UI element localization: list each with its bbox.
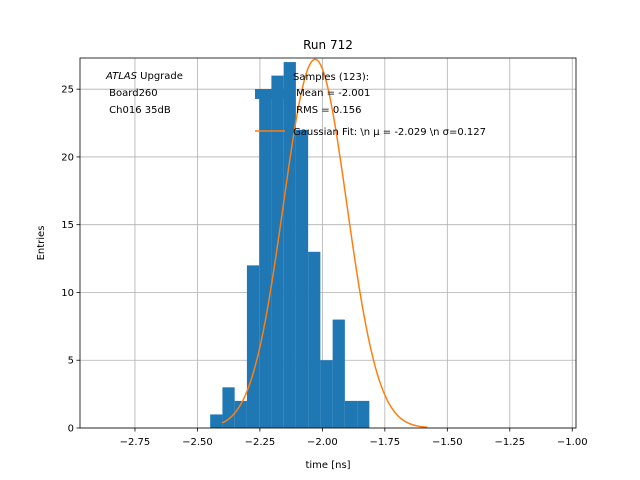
- chart-title: Run 712: [303, 38, 353, 52]
- legend: Samples (123): Mean = -2.001 RMS = 0.156…: [255, 72, 486, 138]
- y-tick-label: 0: [68, 424, 74, 435]
- annotation-channel: Ch016 35dB: [106, 105, 171, 116]
- x-axis-ticks: −2.75 −2.50 −2.25 −2.00 −1.75 −1.50 −1.25 −1.00: [120, 428, 588, 448]
- histogram-bar: [271, 75, 284, 428]
- histogram-bar: [246, 265, 260, 428]
- histogram-bar: [234, 400, 247, 428]
- gaussian-fit-line: [222, 58, 428, 429]
- histogram-bar: [308, 251, 321, 428]
- y-tick-label: 25: [61, 85, 74, 96]
- legend-histogram-line-3: RMS = 0.156: [293, 105, 361, 116]
- annotation-board: Board260: [106, 88, 158, 99]
- y-tick-label: 15: [61, 220, 74, 231]
- x-tick-label: −1.25: [494, 437, 525, 448]
- annotation-atlas: ATLAS: [105, 71, 138, 82]
- histogram-bar: [320, 360, 333, 428]
- legend-histogram-line-2: Mean = -2.001: [293, 88, 370, 99]
- x-axis-label: time [ns]: [305, 460, 350, 471]
- x-tick-label: −2.25: [245, 437, 276, 448]
- x-tick-label: −1.00: [557, 437, 588, 448]
- histogram-bar: [283, 62, 296, 429]
- histogram-bar: [332, 319, 345, 428]
- histogram-bar: [357, 400, 370, 428]
- x-tick-label: −2.50: [182, 437, 213, 448]
- svg-text:ATLAS Upgrade: ATLAS Upgrade: [105, 71, 183, 82]
- x-tick-label: −2.75: [120, 437, 151, 448]
- y-axis-ticks: 0 5 10 15 20 25: [61, 85, 80, 435]
- plot-frame: [79, 57, 577, 429]
- histogram-bars: [210, 62, 370, 429]
- legend-histogram-swatch: [255, 89, 285, 99]
- histogram-bar: [222, 387, 235, 428]
- histogram-bar: [295, 129, 309, 429]
- histogram-bar: [259, 89, 272, 429]
- x-tick-label: −2.00: [307, 437, 338, 448]
- histogram-bar: [210, 414, 223, 428]
- legend-histogram-line-1: Samples (123):: [293, 72, 369, 83]
- legend-fit-label: Gaussian Fit: \n μ = -2.029 \n σ=0.127: [293, 127, 486, 138]
- x-tick-label: −1.75: [370, 437, 401, 448]
- y-tick-label: 10: [61, 288, 74, 299]
- x-tick-label: −1.50: [432, 437, 463, 448]
- annotation-upgrade: Upgrade: [137, 71, 183, 82]
- histogram-bar: [344, 400, 358, 428]
- y-axis-label: Entries: [36, 226, 47, 261]
- y-tick-label: 20: [61, 152, 74, 163]
- y-tick-label: 5: [68, 356, 74, 367]
- atlas-annotation: ATLAS Upgrade Board260 Ch016 35dB: [105, 71, 183, 116]
